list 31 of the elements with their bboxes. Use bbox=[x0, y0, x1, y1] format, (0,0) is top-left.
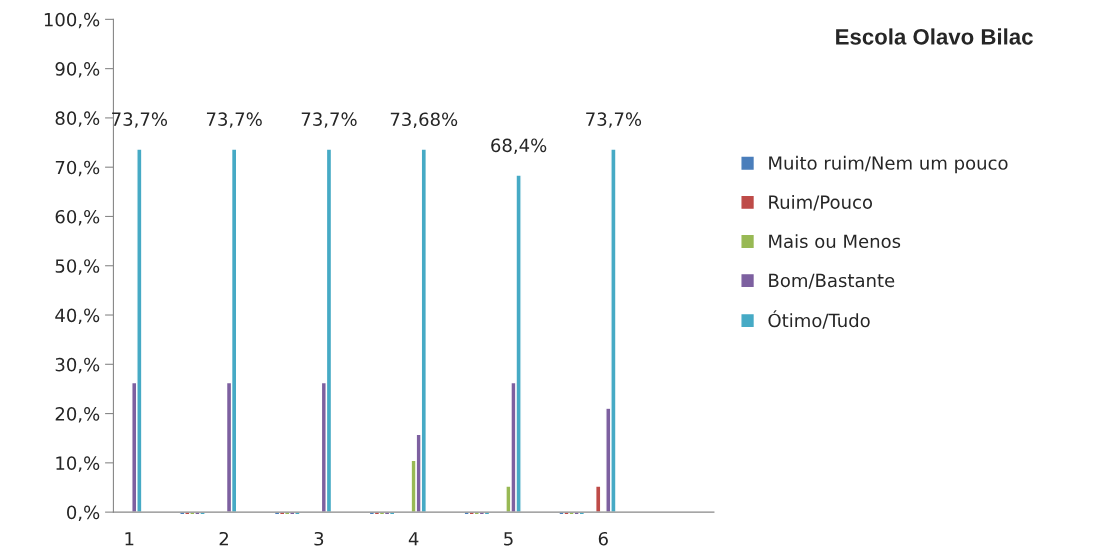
y-tick-label: 70,% bbox=[55, 160, 100, 177]
legend-label: Ruim/Pouco bbox=[769, 194, 873, 211]
data-label: 73,7% bbox=[206, 112, 262, 128]
data-label: 73,7% bbox=[112, 112, 168, 128]
data-label: 73,7% bbox=[586, 112, 642, 128]
legend-label: Bom/Bastante bbox=[769, 273, 895, 289]
x-tick-label: 1 bbox=[125, 532, 134, 546]
data-label: 68,4% bbox=[491, 138, 547, 154]
y-tick-label: 80,% bbox=[55, 111, 100, 127]
bar bbox=[230, 148, 238, 513]
x-tick-label: 2 bbox=[219, 531, 228, 546]
legend-label: Ótimo/Tudo bbox=[768, 310, 870, 329]
x-tick-label: 4 bbox=[408, 532, 419, 546]
y-tick-label: 0,% bbox=[67, 505, 100, 522]
x-tick-label: 3 bbox=[314, 531, 324, 546]
legend-label: Mais ou Menos bbox=[769, 234, 901, 249]
data-label: 73,68% bbox=[390, 112, 458, 128]
y-tick-label: 30,% bbox=[55, 357, 100, 374]
data-label: 73,7% bbox=[301, 112, 357, 128]
y-tick-label: 20,% bbox=[55, 407, 100, 423]
x-tick-label: 6 bbox=[598, 531, 608, 546]
legend-label: Muito ruim/Nem um pouco bbox=[769, 155, 1008, 174]
y-tick-label: 10,% bbox=[56, 456, 100, 472]
y-tick-label: 100,% bbox=[44, 12, 100, 29]
y-tick-label: 90,% bbox=[55, 62, 100, 78]
text: Escola Olavo Bilac bbox=[836, 28, 1033, 45]
y-tick-label: 40,% bbox=[55, 308, 100, 324]
x-tick-label: 5 bbox=[504, 532, 513, 546]
y-tick-label: 50,% bbox=[55, 259, 100, 275]
y-tick-label: 60,% bbox=[55, 209, 100, 226]
bar bbox=[325, 148, 333, 513]
